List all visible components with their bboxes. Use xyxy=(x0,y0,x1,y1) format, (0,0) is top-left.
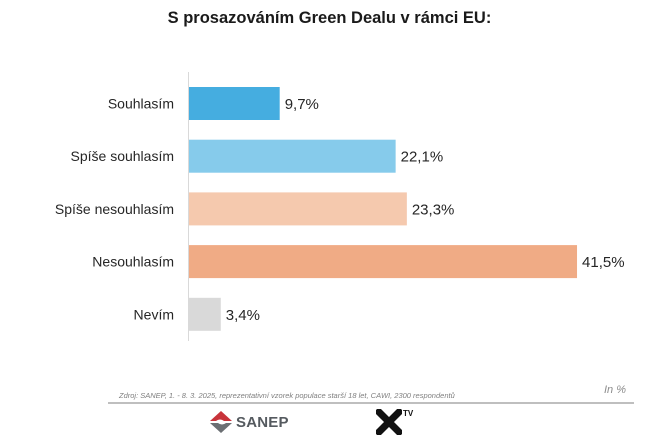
sanep-logo-icon xyxy=(210,411,232,433)
bar-2 xyxy=(189,139,396,173)
value-label: 22,1% xyxy=(401,149,444,166)
xtv-superscript: TV xyxy=(403,409,414,418)
category-label: Nevím xyxy=(134,306,174,322)
bar-4 xyxy=(189,245,578,279)
value-label: 23,3% xyxy=(412,201,455,218)
bar-chart: Souhlasím 9,7% Spíše souhlasím 22,1% Spíše n… xyxy=(55,72,625,341)
unit-note: In % xyxy=(604,384,627,396)
category-label: Nesouhlasím xyxy=(92,254,174,270)
value-label: 9,7% xyxy=(285,96,319,113)
chart-title: S prosazováním Green Dealu v rámci EU: xyxy=(167,9,492,27)
bar-3 xyxy=(189,192,407,226)
sanep-logo-text: SANEP xyxy=(236,413,289,431)
x-mark-icon xyxy=(374,407,404,437)
xtv-logo: TV xyxy=(374,407,413,437)
category-label: Spíše nesouhlasím xyxy=(55,201,174,217)
footer-divider xyxy=(108,402,634,404)
category-label: Souhlasím xyxy=(108,96,174,112)
value-label: 41,5% xyxy=(582,254,625,271)
category-label: Spíše souhlasím xyxy=(71,148,175,164)
bars-layer: Souhlasím 9,7% Spíše souhlasím 22,1% Spíše n… xyxy=(55,87,625,331)
sanep-logo: SANEP xyxy=(208,408,289,436)
bar-5 xyxy=(189,297,221,331)
bar-1 xyxy=(189,87,280,120)
source-note: Zdroj: SANEP, 1. - 8. 3. 2025, reprezent… xyxy=(119,391,455,400)
value-label: 3,4% xyxy=(226,307,260,324)
